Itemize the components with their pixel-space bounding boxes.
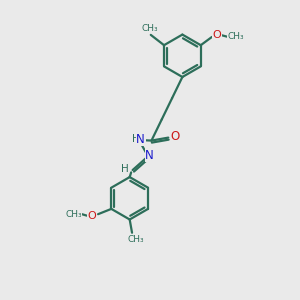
Text: CH₃: CH₃ xyxy=(65,210,82,219)
Text: O: O xyxy=(170,130,179,143)
Text: CH₃: CH₃ xyxy=(142,24,158,33)
Text: H: H xyxy=(121,164,129,174)
Text: N: N xyxy=(136,133,145,146)
Text: N: N xyxy=(145,149,154,162)
Text: CH₃: CH₃ xyxy=(227,32,244,41)
Text: O: O xyxy=(87,211,96,221)
Text: H: H xyxy=(132,134,140,144)
Text: CH₃: CH₃ xyxy=(127,235,144,244)
Text: O: O xyxy=(213,30,222,40)
